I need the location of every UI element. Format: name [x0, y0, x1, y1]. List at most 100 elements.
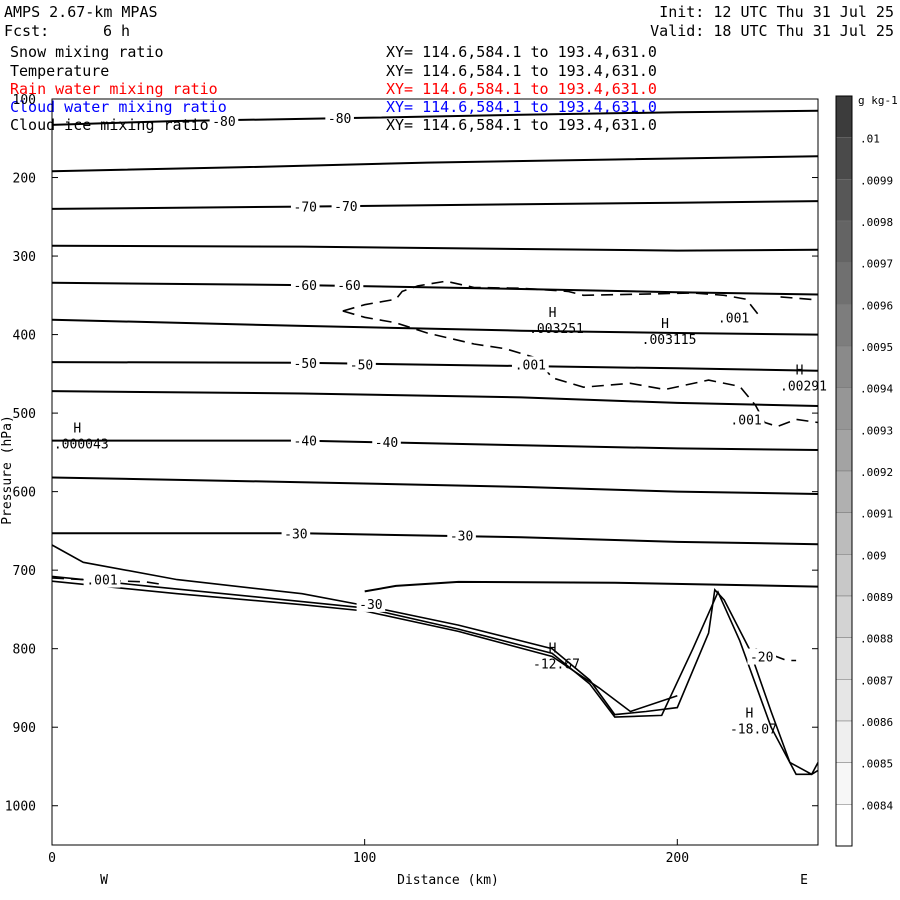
dashed-contour [342, 310, 819, 428]
contour-label-background [290, 432, 320, 449]
contour-label: -70 [334, 200, 357, 215]
init-time: Init: 12 UTC Thu 31 Jul 25 [659, 3, 894, 21]
y-tick-label: 500 [13, 407, 36, 422]
contour-label-background [325, 109, 354, 126]
contour-label: -50 [350, 358, 373, 373]
maximum-value: -18.07 [730, 723, 777, 738]
maximum-value: .00291 [780, 380, 827, 395]
colorbar-swatch [835, 554, 853, 597]
y-tick-label: 1000 [5, 800, 36, 815]
contour-label-background [347, 356, 376, 373]
colorbar-swatch [835, 304, 853, 347]
field-domain: XY= 114.6,584.1 to 193.4,631.0 [386, 43, 657, 61]
contour-label-background [290, 198, 320, 215]
field-domain: XY= 114.6,584.1 to 193.4,631.0 [386, 80, 657, 98]
maximum-value: .000043 [54, 438, 109, 453]
colorbar-unit: g kg-1 [858, 94, 898, 107]
colorbar-swatch [835, 262, 853, 305]
field-domain: XY= 114.6,584.1 to 193.4,631.0 [386, 116, 657, 134]
contour-label-background [290, 354, 320, 371]
isotherm-line [364, 580, 819, 593]
x-tick-label: 200 [666, 851, 689, 866]
colorbar-label: .0093 [860, 424, 893, 437]
isotherm-line [51, 200, 819, 210]
terrain-line [51, 544, 819, 776]
isotherm-line [51, 318, 819, 336]
colorbar-swatch [835, 387, 853, 430]
colorbar-label: .0085 [860, 758, 893, 771]
contour-label: -30 [450, 530, 473, 545]
maximum-marker: H [796, 364, 804, 379]
dashed-contours [51, 280, 819, 662]
x-tick-label: 100 [353, 851, 376, 866]
contour-label: -50 [294, 357, 317, 372]
colorbar-swatch [835, 637, 853, 680]
field-name: Snow mixing ratio [10, 43, 164, 61]
isotherm-line [51, 361, 819, 372]
contour-label: -80 [212, 115, 235, 130]
colorbar-frame [835, 95, 853, 847]
colorbar-swatch [835, 470, 853, 513]
contour-label: -30 [359, 598, 382, 613]
y-axis: 100 200 300 400 500 600 700 800 900 1000 [5, 93, 818, 815]
forecast-value: 6 h [103, 22, 131, 40]
isotherm-line [51, 244, 819, 252]
dashed-contour [780, 296, 819, 301]
contour-label-background [334, 277, 364, 294]
contour-label: .001 [730, 413, 761, 428]
contour-label-background [372, 434, 401, 451]
maximum-marker: H [73, 422, 81, 437]
contour-label: -40 [375, 436, 398, 451]
contour-label: -60 [337, 279, 360, 294]
maximum-marker: H [661, 317, 669, 332]
east-label: E [800, 873, 808, 888]
contour-label-background [511, 356, 549, 373]
model-title: AMPS 2.67-km MPAS [4, 3, 158, 21]
terrain-line [51, 580, 678, 713]
colorbar: .01 .0099 .0098 .0097 .0096 .0095 .0094 .0093 .0… [835, 94, 898, 847]
y-tick-label: 100 [13, 93, 36, 108]
field-name: Temperature [10, 62, 110, 80]
y-tick-label: 600 [13, 486, 36, 501]
colorbar-swatch [835, 762, 853, 805]
dashed-contour [342, 280, 760, 316]
colorbar-swatch [835, 512, 853, 555]
y-tick-label: 900 [13, 721, 36, 736]
contour-label-background [747, 648, 777, 665]
west-label: W [100, 873, 108, 888]
maxima-markers: H.003251 H.003115H.00291H.000043H-12.67H-… [54, 306, 827, 737]
field-name: Cloud water mixing ratio [10, 98, 227, 116]
colorbar-swatch [835, 679, 853, 722]
colorbar-label: .01 [860, 133, 880, 146]
contour-label-background [447, 527, 476, 544]
colorbar-swatch [835, 804, 853, 847]
x-axis: 0 100 200 [48, 839, 689, 866]
colorbar-label: .0086 [860, 716, 893, 729]
contour-label-background [290, 277, 320, 294]
y-tick-label: 300 [13, 250, 36, 265]
contour-label-background [727, 411, 765, 428]
y-tick-label: 400 [13, 329, 36, 344]
contour-label-background [209, 112, 239, 129]
contour-label: .001 [86, 574, 117, 589]
maximum-marker: H [746, 707, 754, 722]
colorbar-swatch [835, 345, 853, 388]
colorbar-label: .0097 [860, 258, 893, 271]
terrain-lines [51, 544, 819, 776]
contour-label: -60 [294, 279, 317, 294]
colorbar-swatch [835, 95, 853, 138]
maximum-marker: H [549, 306, 557, 321]
y-tick-label: 700 [13, 564, 36, 579]
maximum-value: .003251 [529, 322, 584, 337]
colorbar-swatch [835, 720, 853, 763]
isotherm-line [52, 532, 819, 546]
y-tick-label: 800 [13, 643, 36, 658]
colorbar-label: .0088 [860, 633, 893, 646]
maximum-value: -12.67 [533, 658, 580, 673]
colorbar-label: .0094 [860, 383, 893, 396]
y-axis-title: Pressure (hPa) [0, 415, 15, 525]
colorbar-swatch [835, 220, 853, 263]
field-domain: XY= 114.6,584.1 to 193.4,631.0 [386, 98, 657, 116]
x-tick-label: 0 [48, 851, 56, 866]
